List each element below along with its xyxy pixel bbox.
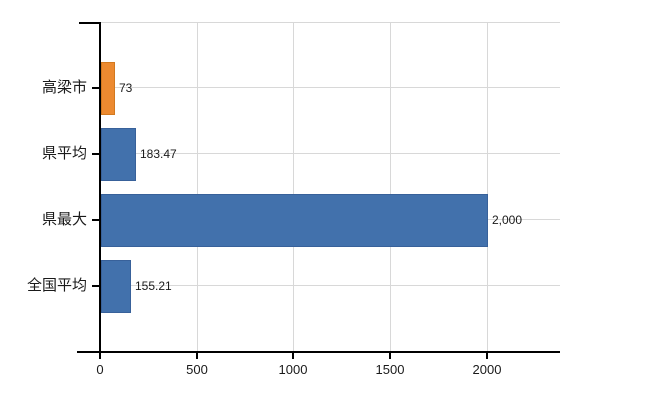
plot-area: 73 183.47 2,000 155.21 [100,22,560,352]
horizontal-gridline-0 [100,87,560,88]
x-tick-2000 [486,352,488,359]
y-axis-top-tick [79,22,100,24]
category-tick-1 [92,153,100,155]
x-tick-500 [196,352,198,359]
category-label-0: 高梁市 [41,79,87,96]
horizontal-gridline-1 [100,153,560,154]
value-label-1: 183.47 [140,147,177,161]
category-label-3: 全国平均 [26,277,87,294]
plot-top-border [100,22,560,23]
category-tick-0 [92,87,100,89]
x-tick-1000 [292,352,294,359]
y-axis [99,22,101,352]
vertical-gridline-1500 [390,22,391,352]
x-tick-label-2000: 2000 [472,362,502,377]
category-label-2: 県最大 [41,211,87,228]
value-label-3: 155.21 [135,279,172,293]
value-label-0: 73 [119,81,133,95]
x-tick-label-1000: 1000 [278,362,308,377]
bar-0 [101,62,115,115]
x-tick-0 [99,352,101,359]
x-axis [77,351,560,353]
horizontal-gridline-3 [100,285,560,286]
x-tick-1500 [389,352,391,359]
bar-3 [101,260,131,313]
category-tick-3 [92,285,100,287]
vertical-gridline-2000 [487,22,488,352]
x-tick-label-1500: 1500 [375,362,405,377]
vertical-gridline-1000 [293,22,294,352]
category-tick-2 [92,219,100,221]
bar-1 [101,128,136,181]
vertical-gridline-500 [197,22,198,352]
x-tick-label-500: 500 [186,362,208,377]
bar-2 [101,194,488,247]
value-label-2: 2,000 [492,213,523,227]
x-tick-label-0: 0 [96,362,104,377]
category-label-1: 県平均 [41,145,87,162]
